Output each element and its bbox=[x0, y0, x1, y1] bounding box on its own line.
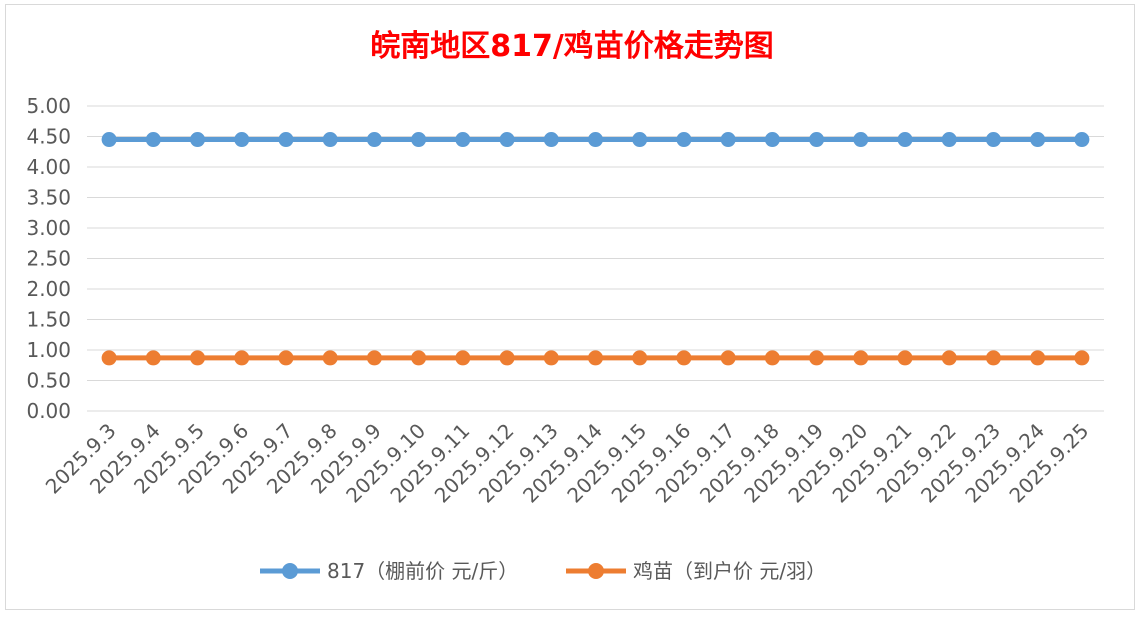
data-point bbox=[278, 350, 294, 366]
legend-swatch-marker bbox=[588, 563, 604, 579]
data-point bbox=[322, 350, 338, 366]
data-point bbox=[455, 132, 471, 148]
data-point bbox=[190, 350, 206, 366]
legend-swatch-marker bbox=[282, 563, 298, 579]
data-point bbox=[1074, 132, 1090, 148]
y-axis-ticks: 0.00 0.50 1.00 1.50 2.00 2.50 3.00 3.50 4.00 4.50… bbox=[26, 94, 71, 423]
data-point bbox=[764, 350, 780, 366]
legend-item-817: 817（棚前价 元/斤） bbox=[260, 559, 518, 583]
data-point bbox=[190, 132, 206, 148]
data-point bbox=[985, 132, 1001, 148]
data-point bbox=[1074, 350, 1090, 366]
series-0 bbox=[101, 132, 1090, 148]
data-point bbox=[897, 350, 913, 366]
y-tick-label: 0.00 bbox=[26, 399, 71, 423]
data-point bbox=[676, 132, 692, 148]
data-point bbox=[853, 350, 869, 366]
y-tick-label: 2.00 bbox=[26, 277, 71, 301]
data-point bbox=[145, 350, 161, 366]
data-point bbox=[632, 132, 648, 148]
legend-label-chick: 鸡苗（到户价 元/羽） bbox=[633, 559, 826, 583]
y-tick-label: 3.50 bbox=[26, 186, 71, 210]
data-point bbox=[764, 132, 780, 148]
data-point bbox=[941, 132, 957, 148]
y-tick-label: 1.50 bbox=[26, 308, 71, 332]
data-point bbox=[411, 350, 427, 366]
y-tick-label: 3.00 bbox=[26, 216, 71, 240]
chart-title: 皖南地区817/鸡苗价格走势图 bbox=[370, 29, 774, 64]
x-axis-ticks: 2025.9.32025.9.42025.9.52025.9.62025.9.7… bbox=[41, 419, 1094, 508]
data-point bbox=[676, 350, 692, 366]
chart-frame bbox=[5, 4, 1135, 610]
data-point bbox=[720, 132, 736, 148]
data-point bbox=[985, 350, 1001, 366]
data-point bbox=[543, 132, 559, 148]
data-point bbox=[853, 132, 869, 148]
data-point bbox=[720, 350, 736, 366]
data-point bbox=[101, 132, 117, 148]
data-point bbox=[809, 350, 825, 366]
data-point bbox=[366, 350, 382, 366]
data-point bbox=[101, 350, 117, 366]
data-point bbox=[234, 350, 250, 366]
data-point bbox=[322, 132, 338, 148]
legend-item-chick: 鸡苗（到户价 元/羽） bbox=[566, 559, 826, 583]
data-point bbox=[278, 132, 294, 148]
data-point bbox=[499, 132, 515, 148]
data-point bbox=[1030, 132, 1046, 148]
data-point bbox=[897, 132, 913, 148]
data-point bbox=[366, 132, 382, 148]
y-tick-label: 4.50 bbox=[26, 125, 71, 149]
data-point bbox=[1030, 350, 1046, 366]
data-point bbox=[809, 132, 825, 148]
y-tick-label: 1.00 bbox=[26, 338, 71, 362]
data-point bbox=[234, 132, 250, 148]
data-point bbox=[145, 132, 161, 148]
y-tick-label: 4.00 bbox=[26, 155, 71, 179]
data-point bbox=[411, 132, 427, 148]
data-point bbox=[588, 132, 603, 148]
series-1 bbox=[101, 350, 1090, 366]
data-point bbox=[499, 350, 515, 366]
data-point bbox=[543, 350, 559, 366]
data-point bbox=[632, 350, 648, 366]
data-point bbox=[941, 350, 957, 366]
legend: 817（棚前价 元/斤） 鸡苗（到户价 元/羽） bbox=[260, 559, 826, 583]
y-tick-label: 5.00 bbox=[26, 94, 71, 118]
y-tick-label: 0.50 bbox=[26, 369, 71, 393]
data-point bbox=[588, 350, 603, 366]
series-layer bbox=[101, 132, 1090, 366]
legend-label-817: 817（棚前价 元/斤） bbox=[327, 559, 518, 583]
y-tick-label: 2.50 bbox=[26, 247, 71, 271]
data-point bbox=[455, 350, 471, 366]
